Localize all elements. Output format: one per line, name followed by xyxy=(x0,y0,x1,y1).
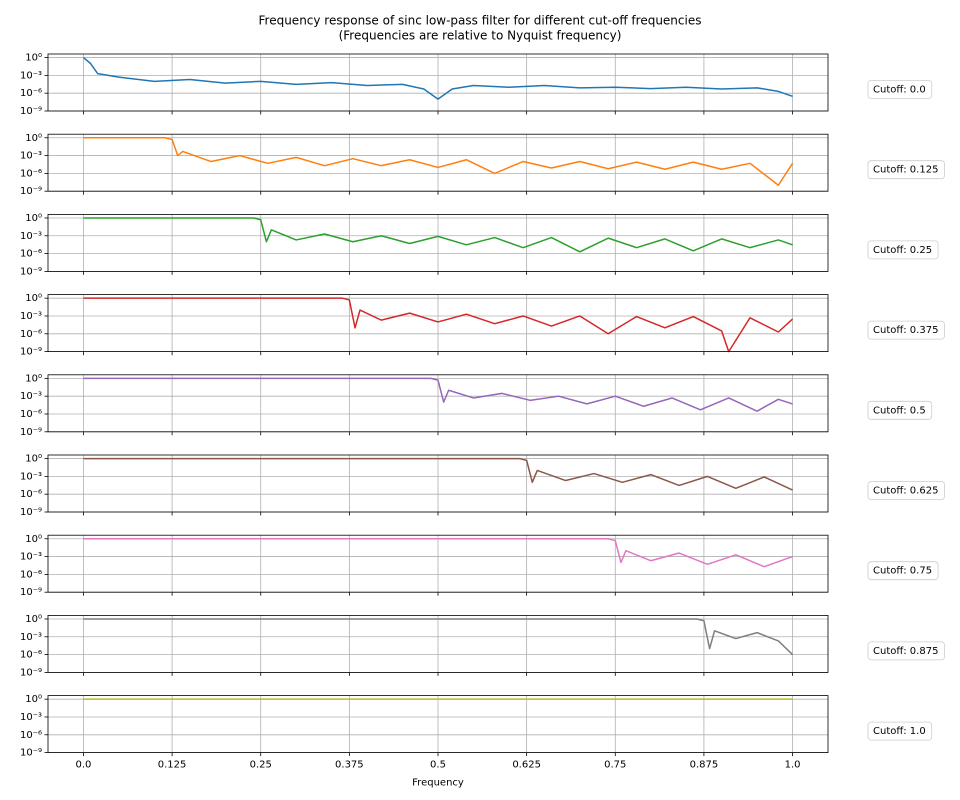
legend-label: Cutoff: 0.25 xyxy=(873,245,932,256)
series-line xyxy=(83,618,794,656)
chart-subtitle: (Frequencies are relative to Nyquist fre… xyxy=(339,29,622,43)
y-tick-label: 10⁻³ xyxy=(20,231,42,242)
y-tick-label: 10⁰ xyxy=(25,694,42,705)
axes-frame xyxy=(47,615,829,673)
y-tick-label: 10⁻⁹ xyxy=(20,748,42,759)
legend-label: Cutoff: 0.625 xyxy=(873,486,938,497)
y-tick-label: 10⁻⁹ xyxy=(20,186,42,197)
y-tick-label: 10⁻⁹ xyxy=(20,347,42,358)
axes-frame xyxy=(47,213,829,272)
series-line xyxy=(83,297,794,353)
legend-label: Cutoff: 0.375 xyxy=(873,325,938,336)
legend-box xyxy=(867,561,939,581)
y-tick-label: 10⁰ xyxy=(25,293,42,304)
y-tick-label: 10⁻⁶ xyxy=(20,569,42,580)
x-tick-label: 0.375 xyxy=(335,760,364,771)
axes-frame xyxy=(47,695,829,753)
legend-label: Cutoff: 0.125 xyxy=(873,165,938,176)
y-tick-label: 10⁻⁶ xyxy=(20,88,42,99)
chart-title: Frequency response of sinc low-pass filt… xyxy=(259,14,702,28)
axes-frame xyxy=(47,294,829,353)
y-tick-label: 10⁻⁹ xyxy=(20,106,42,117)
x-tick-label: 0.75 xyxy=(604,760,626,771)
x-tick-label: 0.875 xyxy=(690,760,719,771)
y-tick-label: 10⁻⁹ xyxy=(20,427,42,438)
series-line xyxy=(83,137,794,187)
series-line xyxy=(83,377,793,412)
y-tick-label: 10⁻³ xyxy=(20,712,42,723)
y-tick-label: 10⁰ xyxy=(25,53,42,64)
legend-box xyxy=(867,400,933,420)
legend-label: Cutoff: 0.5 xyxy=(873,405,926,416)
axes-frame xyxy=(47,454,829,513)
x-tick-label: 0.25 xyxy=(250,760,272,771)
series-line xyxy=(82,56,793,100)
y-tick-label: 10⁻⁶ xyxy=(20,409,42,420)
axes-frame xyxy=(47,534,829,593)
legend-box xyxy=(867,320,945,340)
legend-label: Cutoff: 0.875 xyxy=(873,646,938,657)
y-tick-label: 10⁻⁶ xyxy=(20,650,42,661)
x-axis-label: Frequency xyxy=(412,778,464,789)
y-tick-label: 10⁻⁹ xyxy=(20,507,42,518)
y-tick-label: 10⁻³ xyxy=(20,632,42,643)
axes-frame xyxy=(47,374,829,433)
y-tick-label: 10⁰ xyxy=(25,454,42,465)
y-tick-label: 10⁰ xyxy=(25,373,42,384)
legend-box xyxy=(867,240,939,260)
legend-box xyxy=(867,721,933,741)
y-tick-label: 10⁻³ xyxy=(20,391,42,402)
y-tick-label: 10⁻³ xyxy=(20,471,42,482)
y-tick-label: 10⁻³ xyxy=(20,151,42,162)
x-tick-label: 0.625 xyxy=(512,760,541,771)
legend-box xyxy=(867,641,945,661)
x-tick-label: 0.0 xyxy=(76,760,92,771)
y-tick-label: 10⁻³ xyxy=(20,552,42,563)
series-line xyxy=(83,538,793,568)
series-line xyxy=(83,457,793,491)
y-tick-label: 10⁰ xyxy=(25,213,42,224)
legend-box xyxy=(867,160,945,180)
y-tick-label: 10⁻⁹ xyxy=(20,667,42,678)
y-tick-label: 10⁻⁶ xyxy=(20,489,42,500)
y-tick-label: 10⁻⁹ xyxy=(20,266,42,277)
axes-frame xyxy=(47,133,829,192)
x-tick-label: 0.125 xyxy=(158,760,187,771)
y-tick-label: 10⁰ xyxy=(25,133,42,144)
y-tick-label: 10⁰ xyxy=(25,534,42,545)
y-tick-label: 10⁻⁹ xyxy=(20,587,42,598)
y-tick-label: 10⁻⁶ xyxy=(20,329,42,340)
y-tick-label: 10⁻³ xyxy=(20,311,42,322)
series-line xyxy=(83,217,793,253)
x-tick-label: 0.5 xyxy=(430,760,446,771)
axes-frame xyxy=(47,53,829,112)
legend-label: Cutoff: 0.0 xyxy=(873,85,926,96)
x-tick-label: 1.0 xyxy=(785,760,801,771)
legend-label: Cutoff: 0.75 xyxy=(873,566,932,577)
y-tick-label: 10⁻⁶ xyxy=(20,249,42,260)
legend-box xyxy=(867,80,933,99)
y-tick-label: 10⁻³ xyxy=(20,70,42,81)
legend-box xyxy=(867,481,945,500)
y-tick-label: 10⁻⁶ xyxy=(20,730,42,741)
y-tick-label: 10⁻⁶ xyxy=(20,168,42,179)
legend-label: Cutoff: 1.0 xyxy=(873,726,926,737)
y-tick-label: 10⁰ xyxy=(25,614,42,625)
